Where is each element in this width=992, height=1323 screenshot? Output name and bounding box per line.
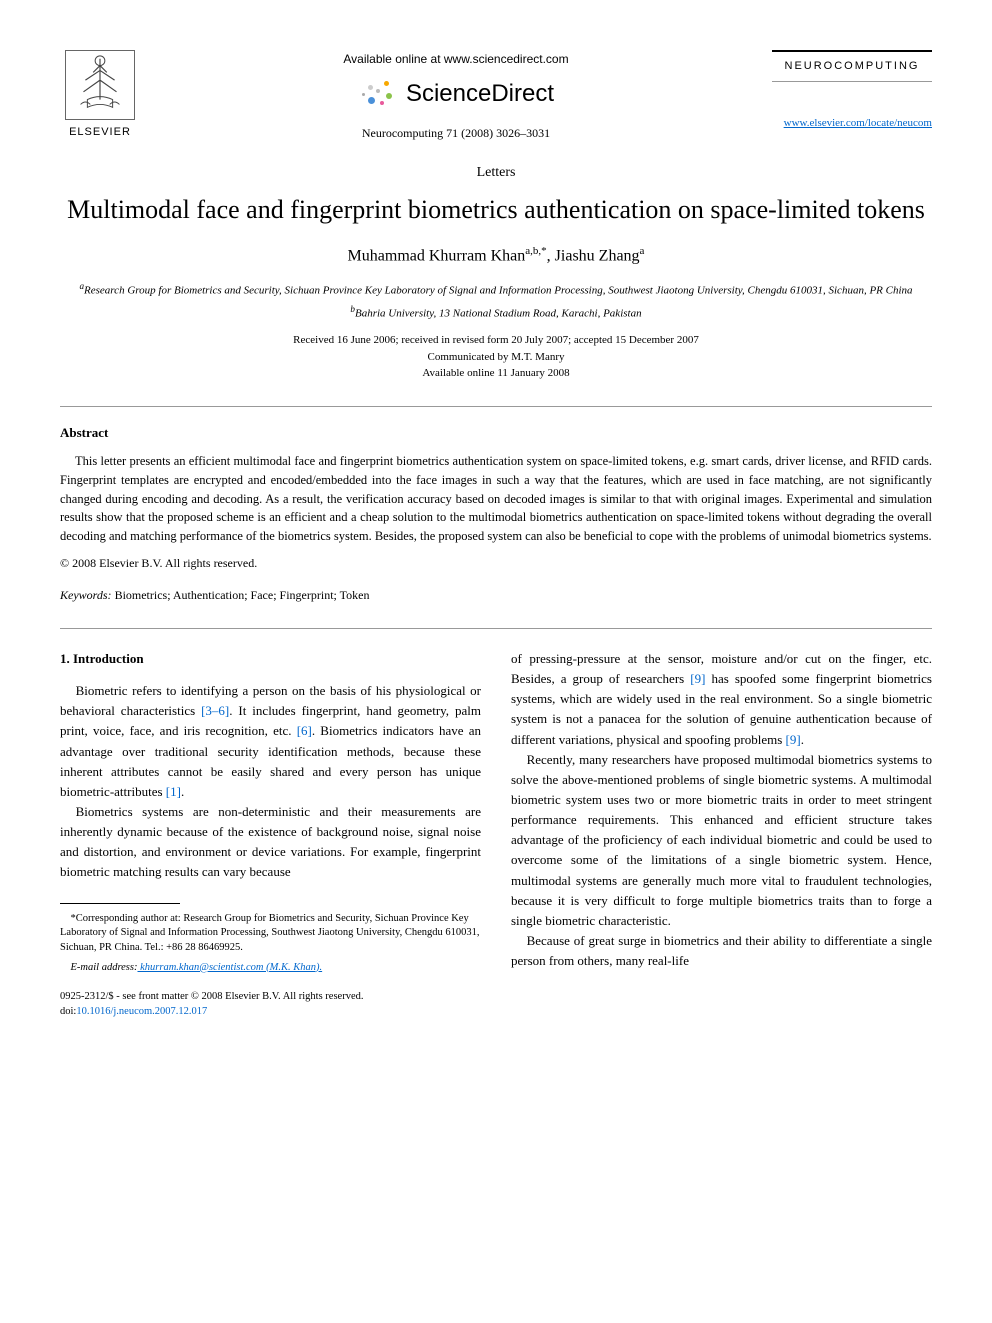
keywords: Keywords: Biometrics; Authentication; Fa… [60,586,932,604]
col2-p1-c: . [801,732,804,747]
dates-received: Received 16 June 2006; received in revis… [60,332,932,349]
front-matter: 0925-2312/$ - see front matter © 2008 El… [60,990,481,1005]
email-label: E-mail address: [71,962,138,973]
doi-link[interactable]: 10.1016/j.neucom.2007.12.017 [76,1006,207,1017]
article-dates: Received 16 June 2006; received in revis… [60,332,932,382]
dates-online: Available online 11 January 2008 [60,365,932,382]
body-columns: 1. Introduction Biometric refers to iden… [60,649,932,1019]
col2-para-2: Recently, many researchers have proposed… [511,750,932,931]
col1-para-2: Biometrics systems are non-deterministic… [60,802,481,883]
col1-para-1: Biometric refers to identifying a person… [60,681,481,802]
keywords-text: Biometrics; Authentication; Face; Finger… [112,588,370,602]
authors: Muhammad Khurram Khana,b,*, Jiashu Zhang… [60,243,932,268]
affiliation-a: aResearch Group for Biometrics and Secur… [60,280,932,299]
divider-bottom [60,628,932,629]
abstract-copyright: © 2008 Elsevier B.V. All rights reserved… [60,554,932,572]
author-1-sup: a,b,* [525,245,546,257]
affiliation-b-text: Bahria University, 13 National Stadium R… [355,308,642,320]
sciencedirect-dots-icon [358,79,398,109]
ref-link-3-6[interactable]: [3–6] [201,703,229,718]
article-section-label: Letters [60,162,932,183]
ref-link-9a[interactable]: [9] [690,671,705,686]
abstract-heading: Abstract [60,423,932,443]
journal-url-link[interactable]: www.elsevier.com/locate/neucom [784,117,932,129]
journal-box: NEUROCOMPUTING www.elsevier.com/locate/n… [772,50,932,131]
author-2: , Jiashu Zhang [547,247,640,264]
center-header: Available online at www.sciencedirect.co… [140,50,772,142]
elsevier-tree-icon [65,50,135,120]
doi-label: doi: [60,1006,76,1017]
ref-link-1[interactable]: [1] [166,784,181,799]
header-row: ELSEVIER Available online at www.science… [60,50,932,142]
sciencedirect-logo: ScienceDirect [160,76,752,112]
col2-para-1: of pressing-pressure at the sensor, mois… [511,649,932,750]
journal-name: NEUROCOMPUTING [772,50,932,82]
ref-link-9b[interactable]: [9] [786,732,801,747]
corresponding-author-footnote: *Corresponding author at: Research Group… [60,912,481,956]
ref-link-6[interactable]: [6] [297,723,312,738]
abstract-text: This letter presents an efficient multim… [60,452,932,546]
column-left: 1. Introduction Biometric refers to iden… [60,649,481,1019]
footnote-separator [60,903,180,904]
divider-top [60,406,932,407]
affiliation-a-text: Research Group for Biometrics and Securi… [84,285,912,297]
email-link[interactable]: khurram.khan@scientist.com (M.K. Khan). [137,962,322,973]
doi-block: 0925-2312/$ - see front matter © 2008 El… [60,990,481,1019]
sciencedirect-text: ScienceDirect [406,76,554,112]
dates-communicated: Communicated by M.T. Manry [60,349,932,366]
section-1-heading: 1. Introduction [60,649,481,669]
available-online-text: Available online at www.sciencedirect.co… [160,50,752,68]
journal-citation: Neurocomputing 71 (2008) 3026–3031 [160,124,752,142]
email-footnote: E-mail address: khurram.khan@scientist.c… [60,960,481,976]
keywords-label: Keywords: [60,588,112,602]
affiliation-b: bBahria University, 13 National Stadium … [60,303,932,322]
elsevier-logo: ELSEVIER [60,50,140,141]
article-title: Multimodal face and fingerprint biometri… [60,193,932,227]
author-1: Muhammad Khurram Khan [348,247,526,264]
col2-para-3: Because of great surge in biometrics and… [511,931,932,971]
doi-line: doi:10.1016/j.neucom.2007.12.017 [60,1005,481,1020]
column-right: of pressing-pressure at the sensor, mois… [511,649,932,1019]
author-2-sup: a [640,245,645,257]
col1-p1-d: . [181,784,184,799]
elsevier-text: ELSEVIER [69,124,131,141]
